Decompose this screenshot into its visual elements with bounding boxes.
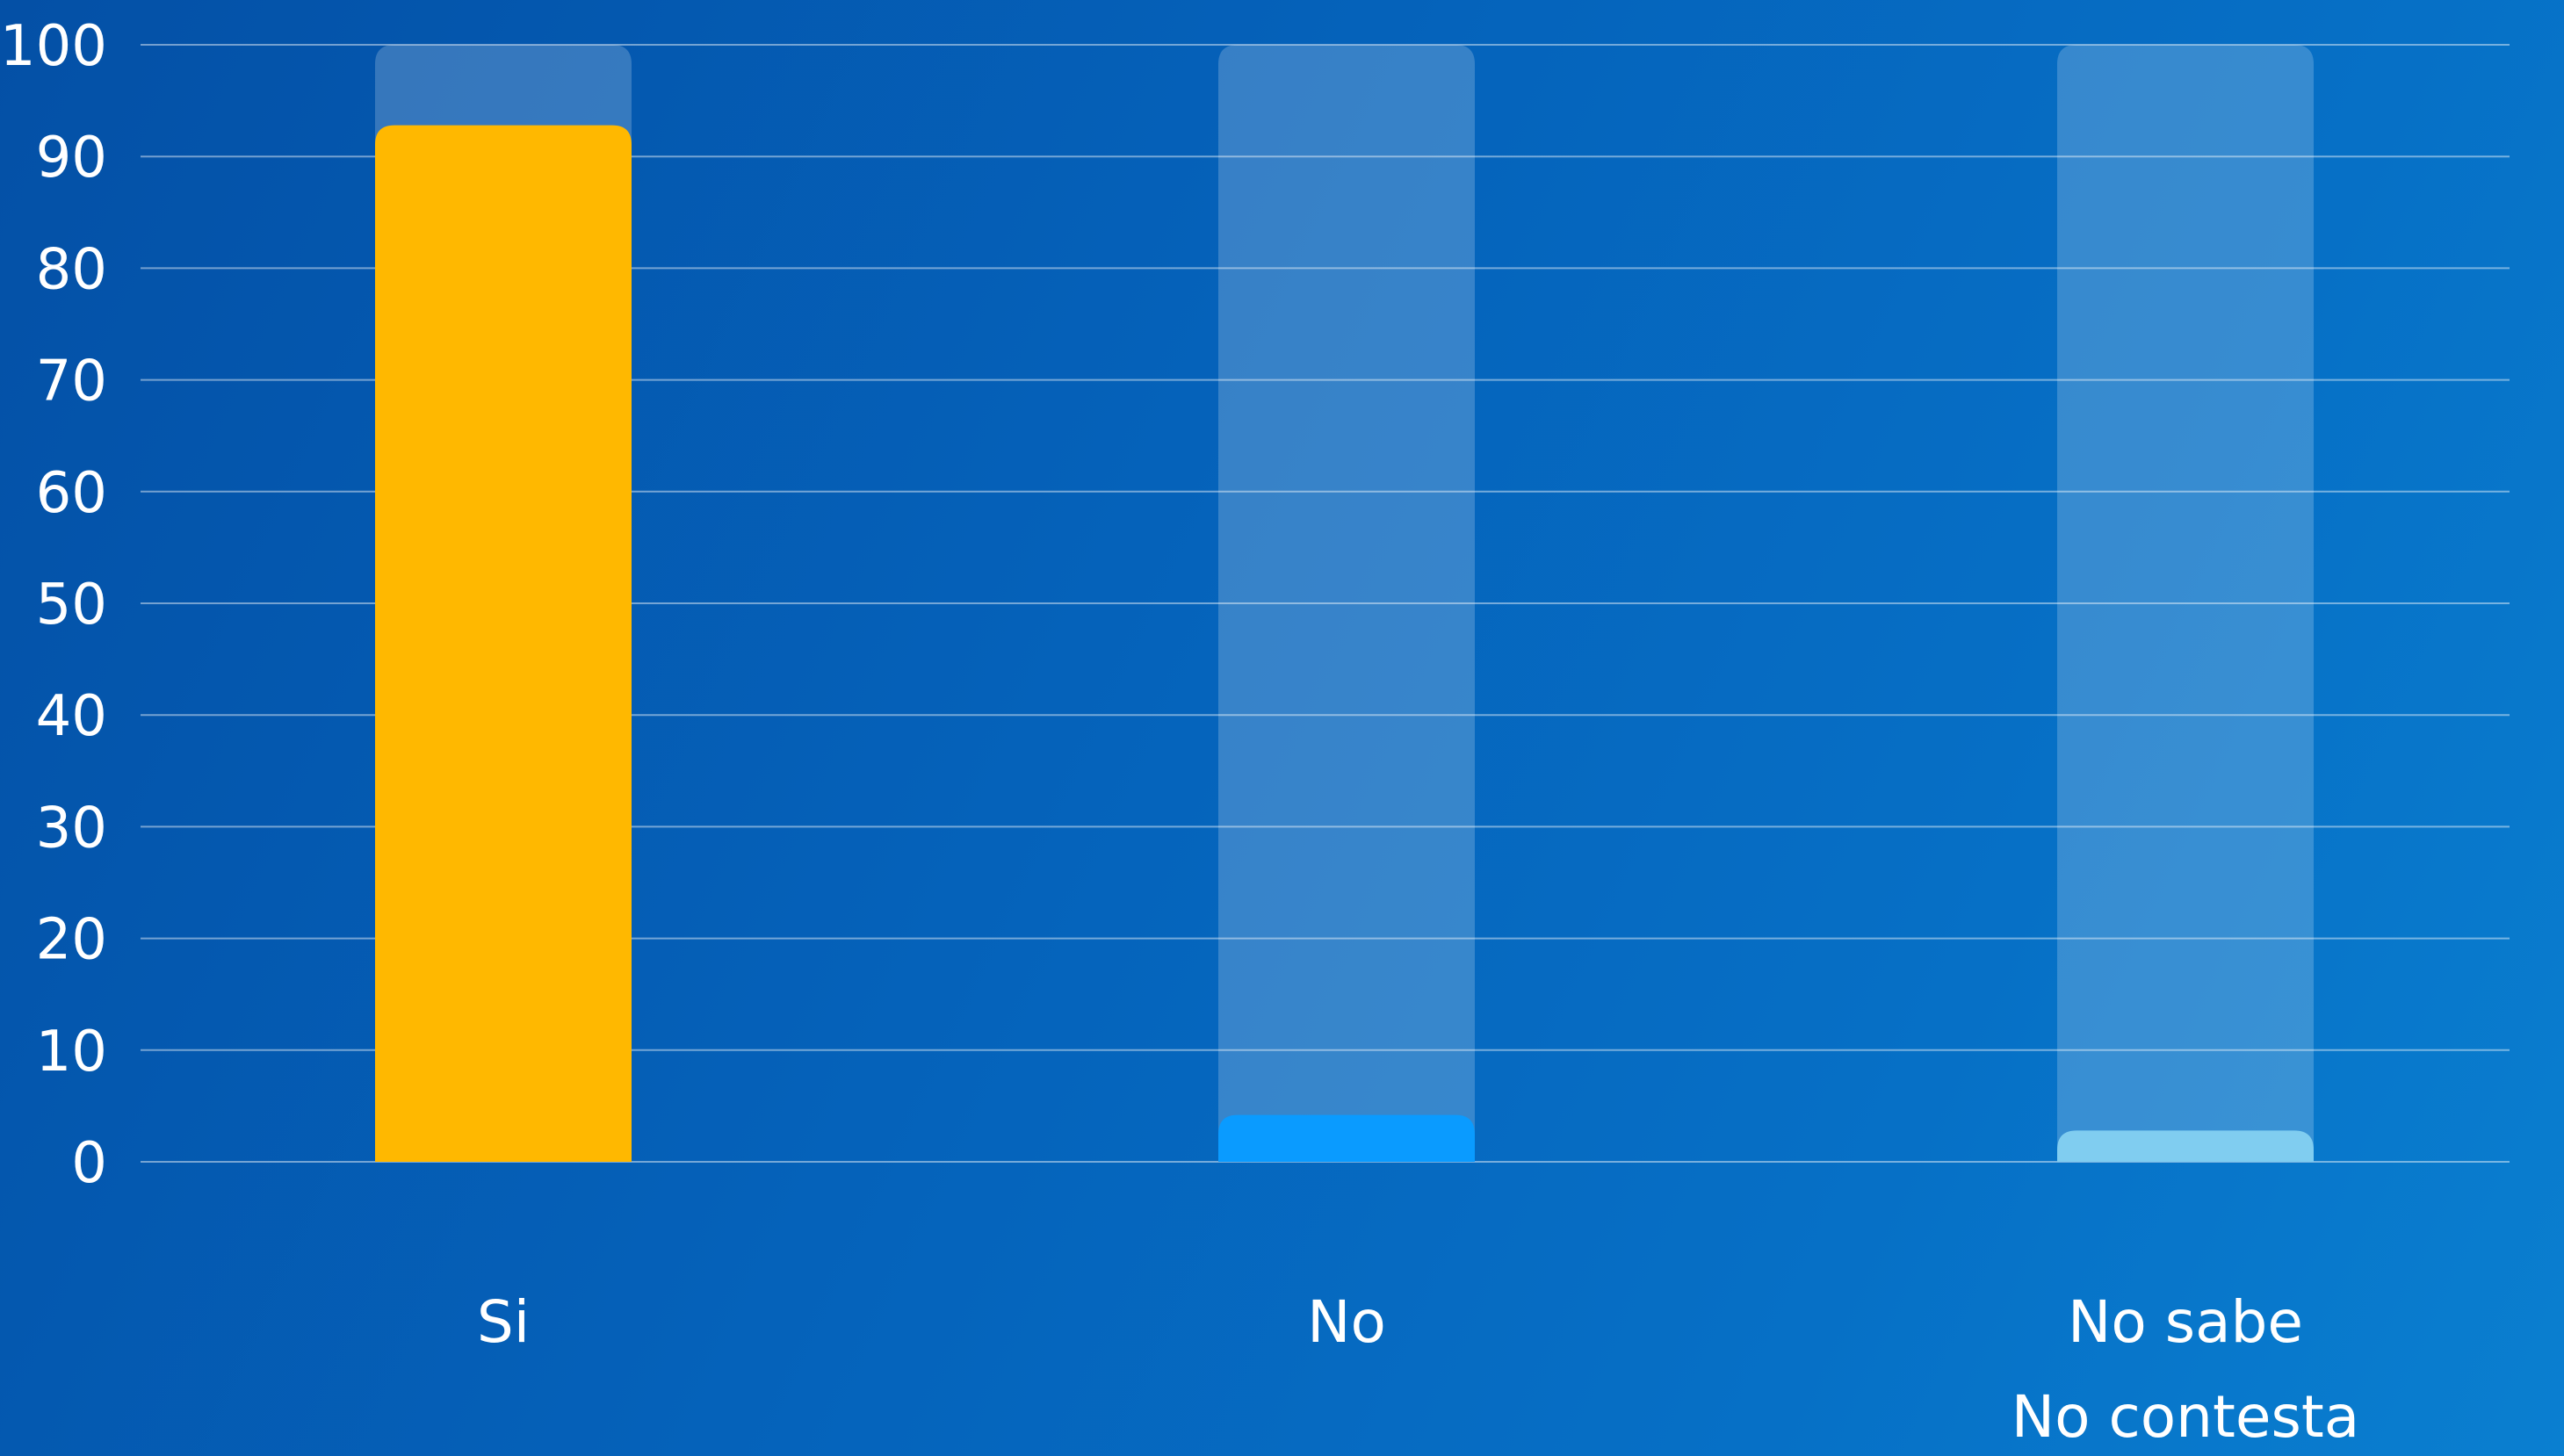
y-tick-label: 90 <box>36 126 107 191</box>
y-tick-label: 0 <box>71 1131 107 1196</box>
x-category-label-line: Si <box>477 1288 530 1356</box>
y-tick-label: 20 <box>36 908 107 973</box>
x-category-label-line: No contesta <box>2011 1383 2359 1451</box>
bars <box>375 125 2314 1163</box>
y-axis-tick-labels: 0 10 20 30 40 50 60 70 80 90 100 <box>0 14 107 1196</box>
y-tick-label: 60 <box>36 461 107 526</box>
y-tick-label: 40 <box>36 684 107 749</box>
x-category-label: Si <box>477 1288 530 1356</box>
bar <box>375 125 632 1163</box>
y-tick-label: 100 <box>0 14 107 79</box>
bar <box>2057 1130 2314 1162</box>
y-tick-label: 50 <box>36 573 107 638</box>
x-axis-category-labels: Si No No sabe No contesta <box>477 1288 2359 1451</box>
x-category-label: No sabe No contesta <box>2011 1288 2359 1451</box>
y-tick-label: 80 <box>36 237 107 302</box>
bar <box>1218 1114 1475 1162</box>
x-category-label: No <box>1307 1288 1386 1356</box>
bar-track <box>1218 45 1475 1162</box>
bar-track <box>2057 45 2314 1162</box>
y-tick-label: 30 <box>36 796 107 861</box>
x-category-label-line: No sabe <box>2068 1288 2303 1356</box>
x-category-label-line: No <box>1307 1288 1386 1356</box>
y-tick-label: 70 <box>36 350 107 414</box>
y-tick-label: 10 <box>36 1020 107 1085</box>
